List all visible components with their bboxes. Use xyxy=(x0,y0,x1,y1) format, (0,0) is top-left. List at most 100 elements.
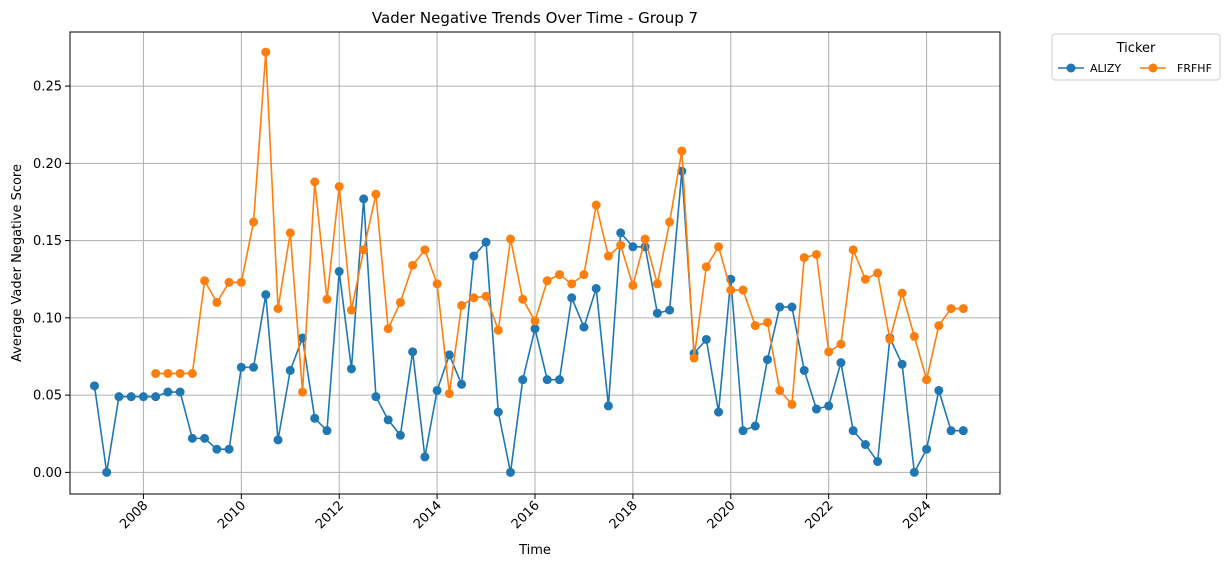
y-tick-label: 0.10 xyxy=(33,311,62,326)
data-point-frfhf xyxy=(408,260,418,270)
data-point-frfhf xyxy=(261,47,271,57)
legend: Ticker ALIZY FRFHF xyxy=(1051,33,1221,81)
y-axis-title: Average Vader Negative Score xyxy=(10,164,25,362)
y-axis: 0.00 0.05 0.10 0.15 0.20 0.25 xyxy=(33,80,70,481)
legend-label-alizy: ALIZY xyxy=(1090,62,1121,75)
data-point-alizy xyxy=(873,457,883,467)
x-tick-label: 2014 xyxy=(411,498,445,532)
legend-title: Ticker xyxy=(1116,41,1156,56)
data-point-alizy xyxy=(432,385,442,395)
data-point-alizy xyxy=(371,392,381,402)
data-point-frfhf xyxy=(750,321,760,331)
data-point-alizy xyxy=(395,430,405,440)
data-point-frfhf xyxy=(432,279,442,289)
series-line-frfhf xyxy=(155,51,964,406)
x-tick-label: 2018 xyxy=(607,498,641,532)
data-point-alizy xyxy=(824,401,834,411)
data-point-frfhf xyxy=(873,268,883,278)
data-point-frfhf xyxy=(420,245,430,255)
data-point-alizy xyxy=(836,358,846,368)
data-point-alizy xyxy=(603,401,613,411)
x-tick-label: 2024 xyxy=(900,498,934,532)
data-point-alizy xyxy=(89,381,99,391)
legend-marker-frfhf xyxy=(1148,63,1158,73)
data-point-frfhf xyxy=(591,200,601,210)
data-point-frfhf xyxy=(554,270,564,280)
data-point-frfhf xyxy=(444,389,454,399)
data-point-frfhf xyxy=(958,304,968,314)
data-point-frfhf xyxy=(946,304,956,314)
data-point-alizy xyxy=(554,375,564,385)
data-point-frfhf xyxy=(628,280,638,290)
data-point-frfhf xyxy=(249,217,259,227)
data-point-alizy xyxy=(457,379,467,389)
data-point-alizy xyxy=(677,166,687,176)
data-point-frfhf xyxy=(506,234,516,244)
data-point-frfhf xyxy=(787,399,797,409)
data-point-alizy xyxy=(444,350,454,360)
data-point-frfhf xyxy=(200,276,210,286)
data-point-frfhf xyxy=(836,339,846,349)
data-point-frfhf xyxy=(187,368,197,378)
data-point-alizy xyxy=(591,283,601,293)
data-point-frfhf xyxy=(298,387,307,397)
data-point-alizy xyxy=(187,433,197,443)
y-tick-label: 0.20 xyxy=(33,157,62,172)
data-point-frfhf xyxy=(334,182,344,192)
data-point-frfhf xyxy=(542,276,552,286)
data-point-alizy xyxy=(714,407,724,417)
data-point-frfhf xyxy=(285,228,295,238)
data-point-alizy xyxy=(224,444,234,454)
data-point-frfhf xyxy=(848,245,858,255)
data-point-frfhf xyxy=(824,347,834,357)
data-point-frfhf xyxy=(163,368,173,378)
data-point-frfhf xyxy=(273,304,283,314)
x-tick-label: 2008 xyxy=(117,498,151,532)
data-point-alizy xyxy=(665,305,675,315)
data-point-frfhf xyxy=(175,368,185,378)
data-point-frfhf xyxy=(371,189,381,199)
data-point-alizy xyxy=(701,334,711,344)
data-point-alizy xyxy=(542,375,552,385)
x-tick-label: 2012 xyxy=(313,498,347,532)
data-point-frfhf xyxy=(799,253,809,263)
data-point-frfhf xyxy=(493,325,503,335)
x-tick-label: 2016 xyxy=(509,498,543,532)
data-point-alizy xyxy=(652,308,662,318)
data-point-frfhf xyxy=(224,277,234,287)
data-point-frfhf xyxy=(151,368,161,378)
data-point-frfhf xyxy=(811,250,821,260)
data-point-frfhf xyxy=(383,324,393,334)
data-point-alizy xyxy=(922,444,932,454)
data-point-alizy xyxy=(518,375,528,385)
y-tick-label: 0.00 xyxy=(33,466,62,481)
data-point-alizy xyxy=(506,467,516,477)
y-tick-label: 0.05 xyxy=(33,389,62,404)
data-point-alizy xyxy=(909,467,919,477)
data-point-frfhf xyxy=(934,321,944,331)
data-point-frfhf xyxy=(518,294,528,304)
data-point-frfhf xyxy=(469,293,479,303)
data-point-alizy xyxy=(860,440,870,450)
data-point-frfhf xyxy=(359,245,369,255)
data-point-frfhf xyxy=(640,234,650,244)
data-point-frfhf xyxy=(897,288,907,298)
data-point-alizy xyxy=(481,237,491,247)
x-axis: 2008 2010 2012 2014 2016 2018 2020 2022 2024 xyxy=(117,494,934,532)
data-point-frfhf xyxy=(775,385,785,395)
data-point-frfhf xyxy=(530,316,540,326)
data-point-frfhf xyxy=(689,353,699,363)
data-point-alizy xyxy=(934,385,944,395)
data-point-frfhf xyxy=(885,334,895,344)
data-point-alizy xyxy=(334,266,344,276)
data-point-frfhf xyxy=(567,279,577,289)
series-line-alizy xyxy=(93,170,964,474)
data-point-alizy xyxy=(763,355,772,365)
legend-label-frfhf: FRFHF xyxy=(1177,62,1212,75)
data-point-frfhf xyxy=(236,277,246,287)
data-point-alizy xyxy=(126,392,136,402)
data-point-alizy xyxy=(175,387,185,397)
data-point-frfhf xyxy=(395,297,405,307)
series-layer xyxy=(89,47,968,477)
